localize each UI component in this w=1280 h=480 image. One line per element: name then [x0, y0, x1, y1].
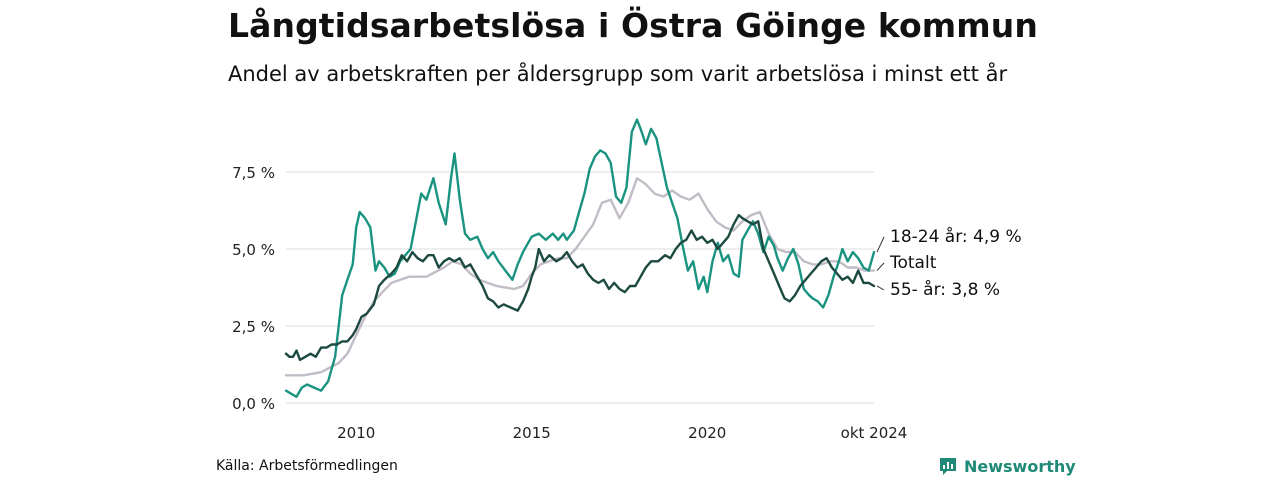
y-tick-label: 7,5 %	[232, 164, 275, 182]
end-label-connector	[876, 236, 885, 253]
brand-name: Newsworthy	[964, 456, 1076, 476]
end-label-connector	[876, 285, 885, 291]
series-line-2	[284, 213, 876, 362]
end-label-connector	[876, 262, 885, 271]
series-line-1	[284, 118, 876, 398]
series-end-label: 18-24 år: 4,9 %	[890, 226, 1022, 247]
y-tick-label: 5,0 %	[232, 241, 275, 259]
series-line-0	[284, 177, 876, 377]
y-axis-ticks: 0,0 % 2,5 % 5,0 % 7,5 %	[232, 164, 275, 413]
y-tick-label: 0,0 %	[232, 395, 275, 413]
chart-subtitle: Andel av arbetskraften per åldersgrupp s…	[228, 62, 1008, 86]
x-tick-label: 2015	[513, 424, 551, 442]
chart-title: Långtidsarbetslösa i Östra Göinge kommun	[228, 6, 1038, 45]
x-axis-ticks: 2010 2015 2020 okt 2024	[337, 424, 907, 442]
source-note: Källa: Arbetsförmedlingen	[216, 458, 398, 474]
x-tick-label: 2010	[337, 424, 375, 442]
end-labels: Totalt 18-24 år: 4,9 % 55- år: 3,8 %	[876, 226, 1022, 300]
brand-logo: Newsworthy	[938, 456, 1076, 476]
y-tick-label: 2,5 %	[232, 318, 275, 336]
bar-chart-speech-icon	[940, 458, 956, 475]
x-tick-label: okt 2024	[841, 424, 908, 442]
series-end-label: 55- år: 3,8 %	[890, 279, 1000, 300]
series-layer	[284, 118, 876, 398]
series-end-label: Totalt	[889, 253, 937, 273]
x-tick-label: 2020	[688, 424, 726, 442]
